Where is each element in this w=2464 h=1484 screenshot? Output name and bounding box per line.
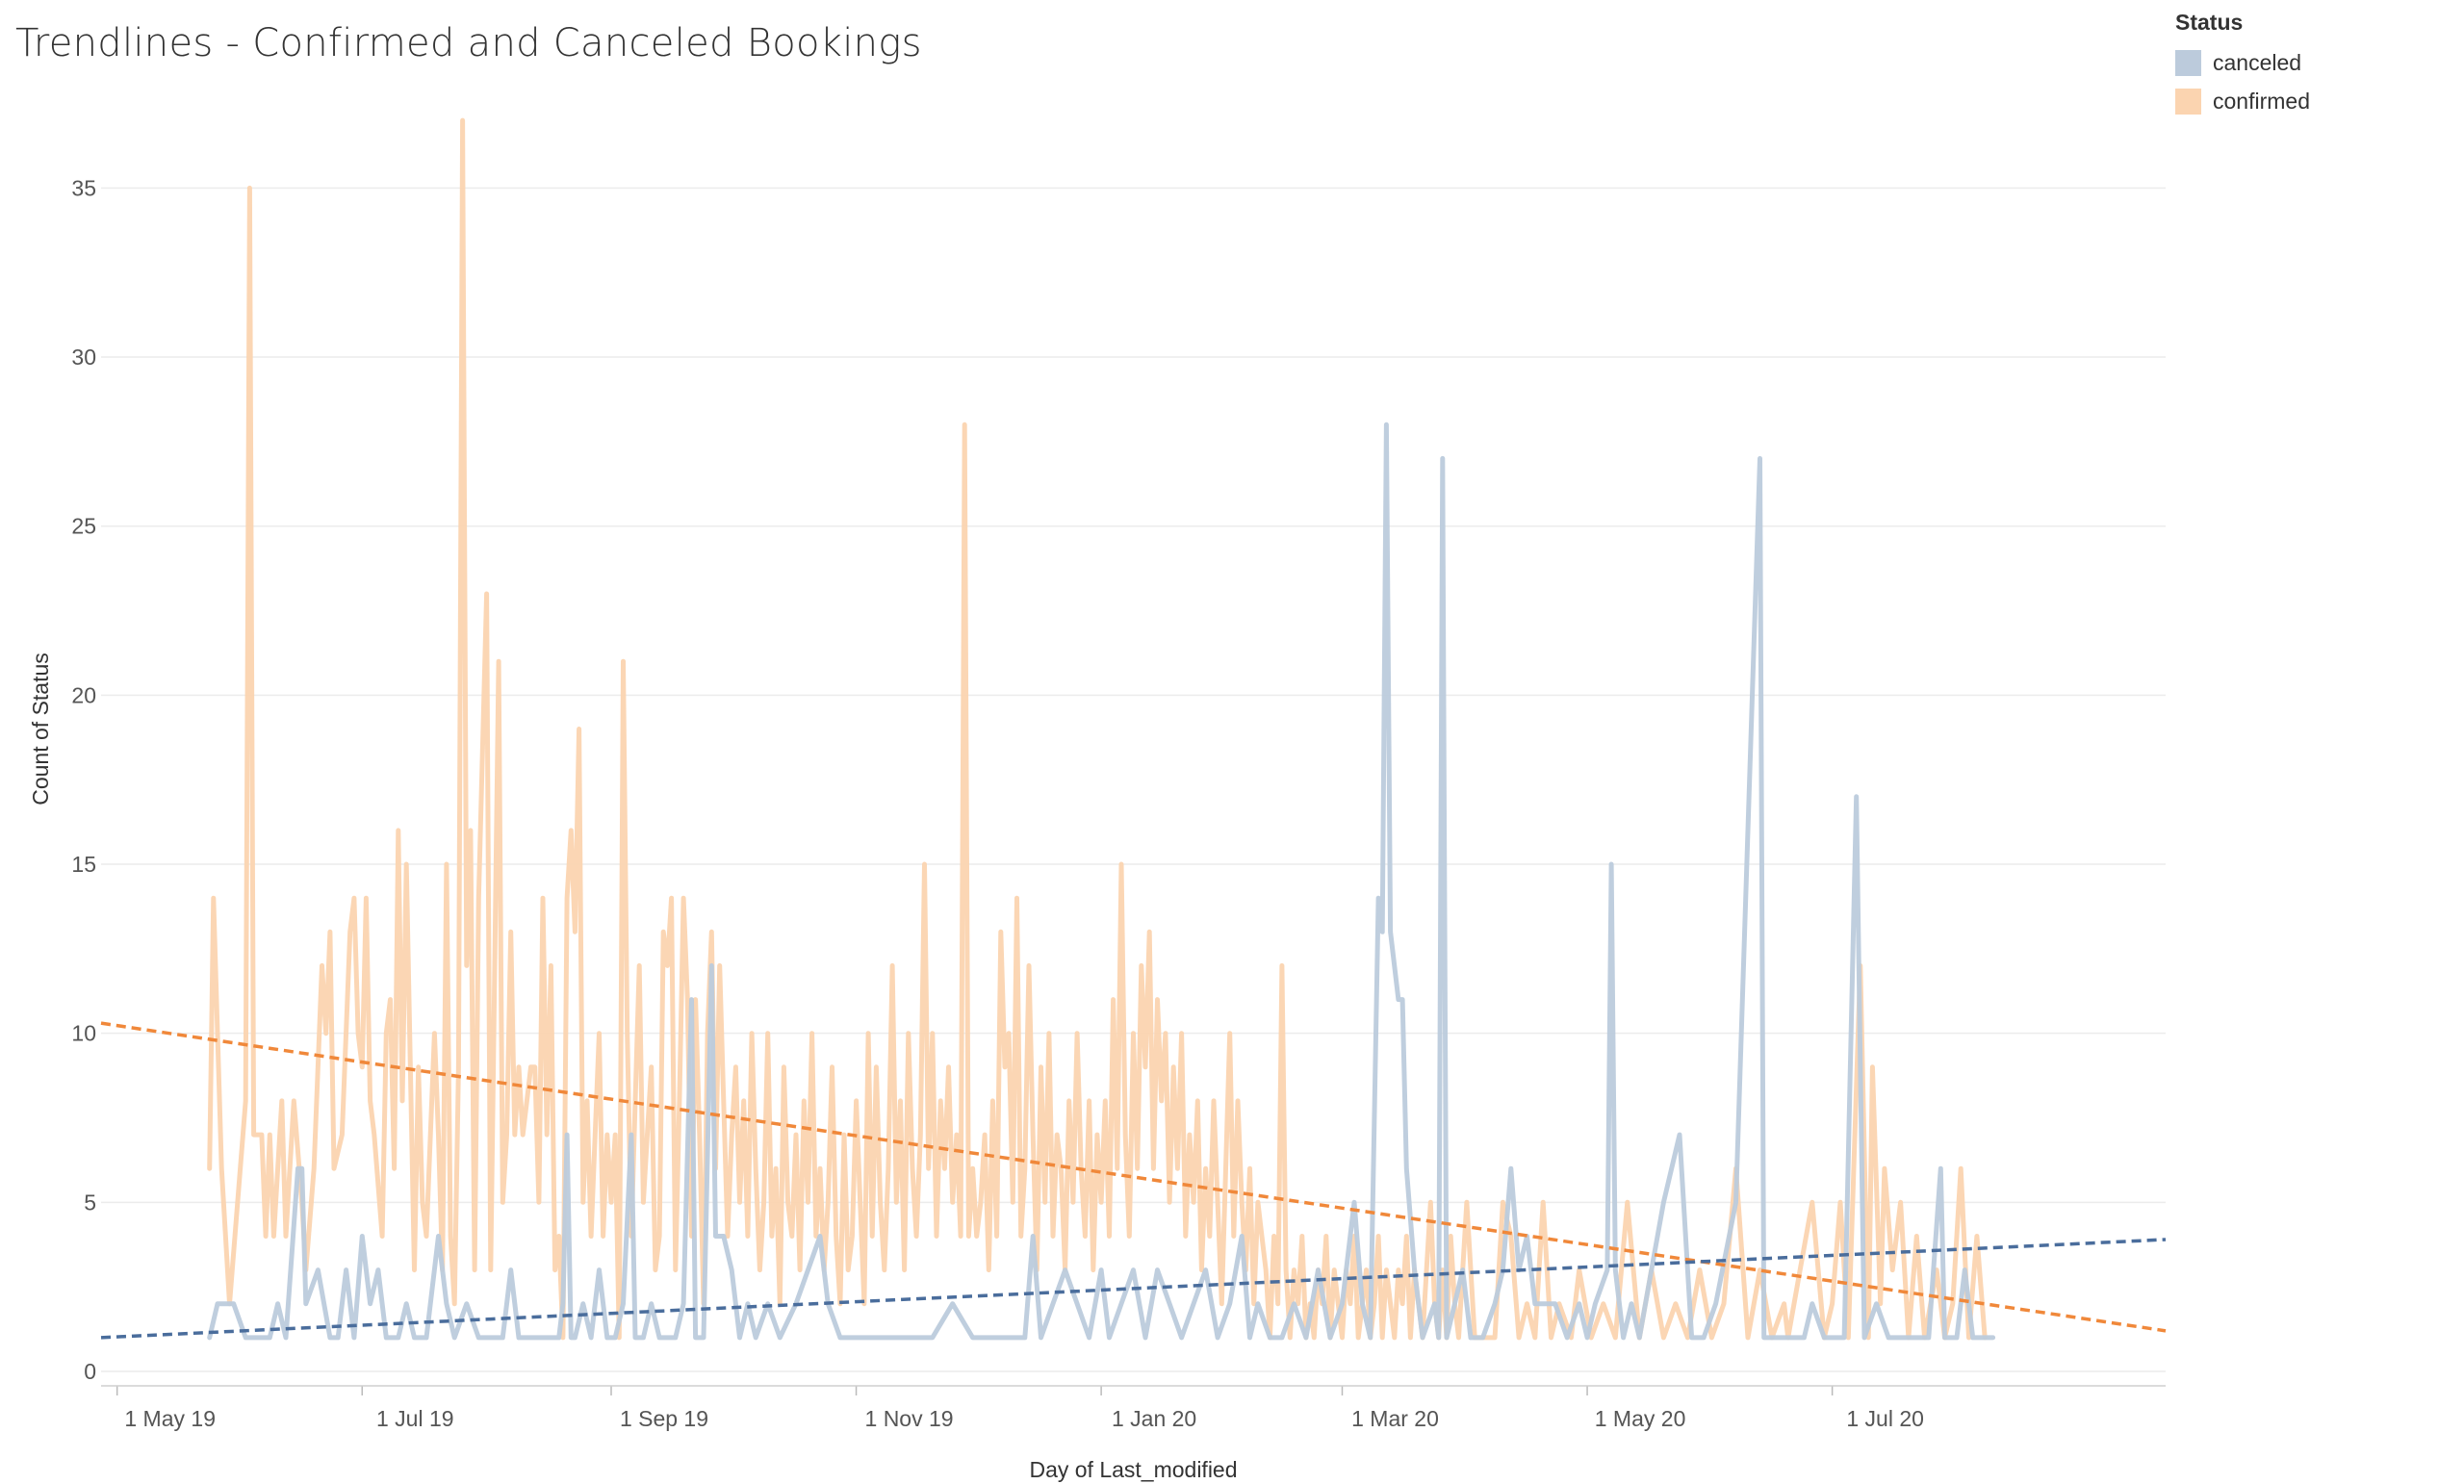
y-tick-label-15: 15 (71, 852, 96, 877)
trendline-layer (100, 1021, 2167, 1340)
series-line-confirmed (207, 117, 1988, 1341)
y-axis-ticks: 0 5 10 15 20 25 30 35 (71, 175, 96, 1384)
legend-item-confirmed[interactable]: confirmed (2175, 82, 2310, 120)
trendline-confirmed (100, 1021, 2167, 1333)
x-tick-label-3: 1 Nov 19 (865, 1406, 954, 1431)
x-tick-label-4: 1 Jan 20 (1112, 1406, 1196, 1431)
x-tick-label-1: 1 Jul 19 (376, 1406, 454, 1431)
trendline-canceled (100, 1238, 2167, 1340)
x-tick-label-0: 1 May 19 (124, 1406, 216, 1431)
legend-item-canceled[interactable]: canceled (2175, 43, 2310, 82)
legend: Status canceled confirmed (2175, 10, 2310, 120)
series-line-canceled (207, 422, 1996, 1341)
y-axis-label: Count of Status (28, 652, 53, 806)
x-tick-label-5: 1 Mar 20 (1351, 1406, 1439, 1431)
series-layer (207, 117, 1996, 1341)
legend-label-canceled: canceled (2213, 49, 2302, 75)
y-tick-label-20: 20 (71, 682, 96, 707)
y-tick-label-0: 0 (84, 1359, 96, 1384)
y-tick-label-25: 25 (71, 514, 96, 539)
y-tick-label-10: 10 (71, 1021, 96, 1046)
legend-swatch-confirmed (2175, 88, 2201, 115)
legend-title: Status (2175, 10, 2244, 35)
y-tick-label-30: 30 (71, 345, 96, 370)
x-tick-label-2: 1 Sep 19 (620, 1406, 708, 1431)
x-axis-label: Day of Last_modified (1029, 1457, 1237, 1482)
x-tick-label-7: 1 Jul 20 (1846, 1406, 1924, 1431)
chart-title: Trendlines - Confirmed and Canceled Book… (15, 21, 922, 65)
x-tick-label-6: 1 May 20 (1595, 1406, 1686, 1431)
y-tick-label-35: 35 (71, 175, 96, 200)
legend-label-confirmed: confirmed (2213, 88, 2310, 114)
x-axis-ticks: 1 May 19 1 Jul 19 1 Sep 19 1 Nov 19 1 Jan 20… (116, 1386, 1924, 1431)
legend-swatch-canceled (2175, 49, 2201, 76)
y-tick-label-5: 5 (84, 1190, 96, 1215)
